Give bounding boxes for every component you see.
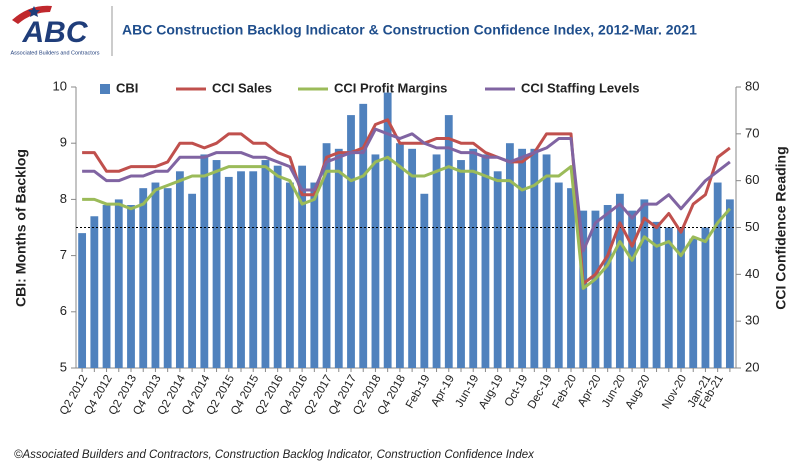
bar — [90, 216, 99, 368]
x-tick-label: Aug-20 — [624, 373, 653, 411]
bar — [188, 193, 197, 368]
y2-tick-label: 70 — [745, 125, 759, 140]
footer: ©Associated Builders and Contractors, Co… — [14, 449, 535, 461]
bar — [224, 176, 233, 368]
line — [82, 155, 732, 290]
bar — [383, 92, 392, 369]
bar — [175, 171, 184, 368]
bar — [127, 205, 135, 368]
logo-star — [28, 6, 40, 17]
bar — [432, 154, 441, 368]
bar — [615, 193, 624, 368]
bar — [139, 188, 148, 368]
bar — [334, 148, 343, 368]
bar — [395, 143, 404, 368]
x-tick-label: Feb-19 — [404, 373, 433, 411]
bar — [237, 171, 245, 368]
bar — [664, 227, 673, 368]
bar — [151, 182, 160, 368]
legend-label: CCI Sales — [212, 80, 272, 95]
bar — [249, 171, 258, 368]
legend-label: CCI Profit Margins — [334, 80, 447, 95]
y2-axis-label: CCI Confidence Reading — [773, 146, 789, 309]
bar — [298, 165, 307, 368]
y-tick-label: 9 — [60, 135, 67, 150]
logo-mark: ABC — [22, 16, 89, 49]
bar — [518, 148, 527, 368]
y-axis-label: CBI: Months of Backlog — [13, 149, 29, 307]
y2-tick-label: 50 — [745, 219, 759, 234]
y-tick-label: 8 — [60, 191, 67, 206]
bar — [701, 227, 710, 368]
line — [82, 118, 731, 286]
bar — [310, 182, 319, 368]
bar — [371, 154, 380, 368]
bar — [603, 205, 612, 368]
bar — [261, 160, 270, 368]
bar — [591, 210, 600, 368]
legend-label: CCI Staffing Levels — [521, 80, 639, 95]
y2-tick-label: 40 — [745, 266, 759, 281]
x-tick-label: Aug-19 — [477, 373, 506, 411]
y-tick-label: 5 — [60, 359, 67, 374]
bar — [359, 103, 368, 369]
bar — [420, 193, 429, 368]
y2-tick-label: 60 — [745, 172, 759, 187]
bar — [114, 199, 123, 368]
y-tick-label: 10 — [53, 78, 67, 93]
x-tick-label: Feb-20 — [551, 373, 580, 411]
bar — [542, 154, 551, 368]
bar — [78, 233, 87, 368]
bar — [677, 227, 685, 368]
bar — [444, 115, 453, 368]
bar — [567, 188, 575, 368]
bar — [347, 115, 355, 368]
bar — [457, 160, 465, 368]
bar — [408, 148, 417, 368]
bar — [212, 160, 221, 368]
y-tick-label: 7 — [60, 247, 67, 262]
bar — [689, 238, 698, 368]
bar — [163, 188, 172, 368]
y2-tick-label: 30 — [745, 313, 759, 328]
y-tick-label: 6 — [60, 303, 67, 318]
y2-tick-label: 20 — [745, 359, 759, 374]
bar — [530, 148, 539, 368]
bar — [200, 154, 209, 368]
logo-caption: Associated Builders and Contractors — [11, 50, 100, 56]
bar — [469, 148, 478, 368]
bar — [713, 182, 722, 368]
bar — [652, 221, 661, 368]
bar — [102, 205, 111, 368]
chart-title: ABC Construction Backlog Indicator & Con… — [122, 22, 697, 38]
bar — [273, 165, 282, 368]
x-tick-label: Nov-20 — [660, 373, 689, 411]
bar — [505, 143, 514, 368]
bar — [725, 199, 734, 368]
bar — [493, 171, 502, 368]
line — [82, 127, 731, 253]
bar — [554, 182, 563, 368]
y2-tick-label: 80 — [745, 78, 759, 93]
logo: ABC Associated Builders and Contractors — [11, 5, 100, 56]
bar — [640, 199, 649, 368]
legend-label: CBI — [116, 80, 138, 95]
legend-swatch — [100, 84, 110, 94]
bar — [285, 182, 294, 368]
bar — [322, 143, 331, 368]
bar — [628, 210, 637, 368]
bar — [481, 154, 490, 368]
